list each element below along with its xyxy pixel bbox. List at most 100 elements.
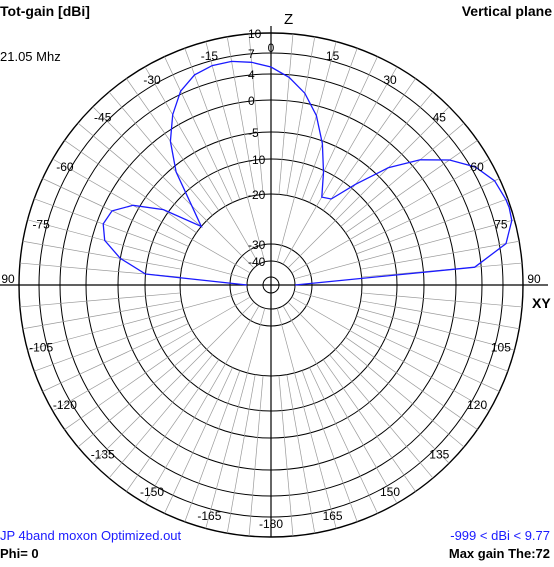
ring-label: -20 xyxy=(248,188,266,202)
grid-spoke xyxy=(301,48,358,200)
grid-spoke xyxy=(282,305,398,504)
grid-spoke xyxy=(309,56,378,203)
ring-label: -30 xyxy=(248,238,266,252)
grid-spoke xyxy=(294,219,515,280)
gain-range-label: -999 < dBi < 9.77 xyxy=(450,528,550,543)
grid-spoke xyxy=(353,178,500,247)
grid-spoke xyxy=(184,48,241,200)
grid-spoke xyxy=(108,91,213,216)
grid-spoke xyxy=(92,301,255,464)
grid-spoke xyxy=(340,343,465,448)
grid-spoke xyxy=(287,106,450,269)
grid-spoke xyxy=(286,374,316,534)
angle-label: -45 xyxy=(94,111,112,125)
grid-spoke xyxy=(322,78,416,211)
angle-label: -30 xyxy=(143,73,161,87)
angle-label: 135 xyxy=(429,447,449,461)
grid-spoke xyxy=(360,240,520,270)
ring-label: -5 xyxy=(248,126,259,140)
grid-spoke xyxy=(248,375,264,537)
grid-spoke xyxy=(353,323,500,392)
angle-label: -165 xyxy=(197,509,221,523)
angle-labels: 0153045607590105120135150165-180-165-150… xyxy=(1,41,541,531)
grid-spoke xyxy=(361,292,523,308)
grid-spoke xyxy=(27,219,248,280)
grid-spoke xyxy=(19,292,181,308)
grid-spoke xyxy=(301,370,358,522)
angle-label: 0 xyxy=(268,41,275,55)
ring-label: -40 xyxy=(248,255,266,269)
z-axis-marker: Z xyxy=(284,11,294,28)
grid-spoke xyxy=(22,240,182,270)
angle-label: 120 xyxy=(467,398,487,412)
angle-label: -105 xyxy=(29,341,53,355)
grid-spoke xyxy=(226,36,256,196)
grid-spoke xyxy=(144,305,260,504)
grid-spoke xyxy=(286,36,316,196)
angle-label: 75 xyxy=(494,217,508,231)
grid-spoke xyxy=(22,300,182,330)
ring-label: 0 xyxy=(248,94,255,108)
grid-spoke xyxy=(92,106,255,269)
grid-spoke xyxy=(144,66,260,265)
ring-labels: 10 7 4 0 -5 -10 -20 -30 -40 xyxy=(248,27,266,269)
grid-spoke xyxy=(126,78,220,211)
angle-label: -75 xyxy=(32,217,50,231)
grid-spoke xyxy=(282,66,398,265)
grid-spoke xyxy=(226,374,256,534)
grid-spoke xyxy=(164,367,233,514)
grid-spoke xyxy=(164,56,233,203)
grid-spoke xyxy=(276,41,337,262)
grid-spoke xyxy=(205,308,266,529)
max-gain-label: Max gain The:72 xyxy=(448,546,550,561)
angle-label: 90 xyxy=(527,272,541,286)
angle-label: 105 xyxy=(491,341,511,355)
grid-spoke xyxy=(278,375,294,537)
grid-spoke xyxy=(205,41,266,262)
grid-spoke xyxy=(329,354,434,479)
grid-spoke xyxy=(52,296,251,412)
grid-spoke xyxy=(294,290,515,351)
filename-label: JP 4band moxon Optimized.out xyxy=(0,528,182,543)
xy-axis-marker: XY xyxy=(532,295,551,311)
grid-spoke xyxy=(291,296,490,412)
grid-spoke xyxy=(309,367,378,514)
grid-spoke xyxy=(77,122,202,227)
grid-spoke xyxy=(340,122,465,227)
grid-spoke xyxy=(360,300,520,330)
ring-label: -10 xyxy=(248,153,266,167)
grid-spoke xyxy=(34,315,186,372)
frequency-label: 21.05 Mhz xyxy=(0,49,61,64)
angle-label: 60 xyxy=(470,160,484,174)
grid-spoke xyxy=(42,323,189,392)
ring-label: 10 xyxy=(248,27,262,41)
grid-spoke xyxy=(278,33,294,195)
grid-spoke xyxy=(248,33,264,195)
grid-spoke xyxy=(108,354,213,479)
grid-spoke xyxy=(27,290,248,351)
ring-label: 7 xyxy=(248,47,255,61)
grid-spoke xyxy=(34,198,186,255)
grid-spoke xyxy=(345,336,478,430)
grid-axes xyxy=(0,26,548,537)
grid-spoke xyxy=(64,336,197,430)
grid-spoke xyxy=(329,91,434,216)
grid-spoke xyxy=(126,359,220,492)
grid-spoke xyxy=(77,343,202,448)
angle-label: 15 xyxy=(326,49,340,63)
chart-title: Tot-gain [dBi] xyxy=(0,3,90,19)
grid-spoke xyxy=(184,370,241,522)
angle-label: -15 xyxy=(201,49,219,63)
angle-label: -120 xyxy=(53,398,77,412)
angle-label: 165 xyxy=(323,509,343,523)
grid-spoke xyxy=(356,315,508,372)
phi-label: Phi= 0 xyxy=(0,546,39,561)
radiation-pattern-line xyxy=(102,60,513,286)
grid-spoke xyxy=(276,308,337,529)
angle-label: 150 xyxy=(380,485,400,499)
grid-spoke xyxy=(287,301,450,464)
ring-label: 4 xyxy=(248,68,255,82)
grid-spoke xyxy=(64,140,197,234)
grid-spoke xyxy=(345,140,478,234)
angle-label: 90 xyxy=(1,272,15,286)
